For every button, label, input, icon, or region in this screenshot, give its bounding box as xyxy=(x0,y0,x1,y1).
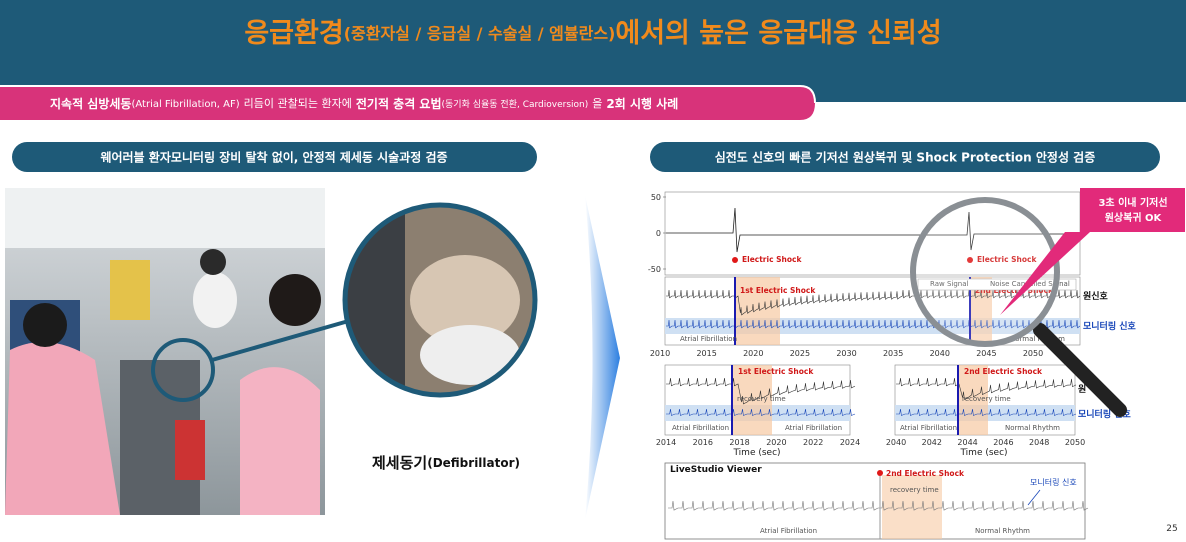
shock-marker xyxy=(877,470,883,476)
slide: 응급환경(중환자실 / 응급실 / 수술실 / 엠뷸란스)에서의 높은 응급대응… xyxy=(0,0,1186,542)
banner-part: (Atrial Fibrillation, AF) xyxy=(131,99,239,110)
zoom-title: 2nd Electric Shock xyxy=(964,367,1043,376)
trace-label: 모니터링 신호 xyxy=(1083,320,1137,332)
title-paren: (중환자실 / 응급실 / 수술실 / 엠뷸란스) xyxy=(344,24,616,43)
zoom-title: 1st Electric Shock xyxy=(738,367,814,376)
x-tick-label: 2020 xyxy=(766,438,786,447)
x-tick-label: 2024 xyxy=(840,438,860,447)
viewer-title: LiveStudio Viewer xyxy=(670,465,762,475)
trace-label: 원신호 xyxy=(1083,290,1109,302)
rhythm-label: Atrial Fibrillation xyxy=(680,335,737,343)
x-tick-label: 2015 xyxy=(696,349,716,358)
flow-arrow xyxy=(585,195,620,520)
device-label-paren: (Defibrillator) xyxy=(427,456,520,470)
right-heading: 심전도 신호의 빠른 기저선 원상복귀 및 Shock Protection 안… xyxy=(715,150,1096,165)
x-tick-label: 2045 xyxy=(976,349,996,358)
x-tick-label: 2030 xyxy=(836,349,856,358)
recovery-label: recovery time xyxy=(737,395,786,403)
y-tick-label: 50 xyxy=(651,193,661,202)
x-tick-label: 2044 xyxy=(957,438,977,447)
banner-part: 을 xyxy=(592,97,602,110)
x-tick-label: 2020 xyxy=(743,349,763,358)
shock-label: Electric Shock xyxy=(742,255,802,264)
title-main: 응급환경 xyxy=(244,18,343,49)
x-tick-label: 2018 xyxy=(729,438,749,447)
x-tick-label: 2046 xyxy=(993,438,1013,447)
rhythm-label: Atrial Fibrillation xyxy=(760,527,817,535)
x-tick-label: 2050 xyxy=(1023,349,1043,358)
recovery-label: recovery time xyxy=(962,395,1011,403)
page-number: 25 xyxy=(1166,524,1177,534)
banner-part: 지속적 심방세동 xyxy=(50,96,131,111)
callout-line: 원상복귀 OK xyxy=(1105,211,1163,224)
device-label: 제세동기(Defibrillator) xyxy=(372,454,520,472)
x-tick-label: 2010 xyxy=(650,349,670,358)
x-tick-label: 2022 xyxy=(803,438,823,447)
rhythm-label: Atrial Fibrillation xyxy=(900,424,957,432)
rhythm-label: Atrial Fibrillation xyxy=(785,424,842,432)
x-tick-label: 2040 xyxy=(886,438,906,447)
y-tick-label: -50 xyxy=(648,265,661,274)
title-rest: 에서의 높은 응급대응 신뢰성 xyxy=(615,18,941,49)
x-tick-label: 2025 xyxy=(790,349,810,358)
page: { "header": {"title": {"main": "응급환경", "… xyxy=(0,0,1186,542)
x-tick-label: 2050 xyxy=(1065,438,1085,447)
viewer-event: 2nd Electric Shock xyxy=(886,469,965,478)
x-tick-label: 2048 xyxy=(1029,438,1049,447)
rhythm-label: Normal Rhythm xyxy=(975,527,1030,535)
x-tick-label: 2014 xyxy=(656,438,676,447)
banner-part: 전기적 충격 요법 xyxy=(356,96,442,111)
shock-marker xyxy=(732,257,738,263)
x-tick-label: 2035 xyxy=(883,349,903,358)
rhythm-label: Atrial Fibrillation xyxy=(672,424,729,432)
x-tick-label: 2016 xyxy=(693,438,713,447)
banner-part: 2회 시행 사례 xyxy=(606,96,678,111)
rhythm-label: Normal Rhythm xyxy=(1005,424,1060,432)
banner-part: (동기화 심율동 전환, Cardioversion) xyxy=(442,98,589,110)
recovery-label: recovery time xyxy=(890,486,939,494)
x-tick-label: 2042 xyxy=(922,438,942,447)
x-tick-label: 2040 xyxy=(930,349,950,358)
x-axis-title: Time (sec) xyxy=(959,448,1007,458)
left-heading: 웨어러블 환자모니터링 장비 탈착 없이, 안정적 제세동 시술과정 검증 xyxy=(100,150,447,165)
banner-part: 리듬이 관찰되는 환자에 xyxy=(244,97,352,110)
x-axis-title: Time (sec) xyxy=(732,448,780,458)
device-label-main: 제세동기 xyxy=(372,454,427,472)
event-label: 1st Electric Shock xyxy=(740,286,816,295)
callout-line: 3초 이내 기저선 xyxy=(1098,196,1167,209)
trace-label: 모니터링 신호 xyxy=(1030,477,1077,487)
y-tick-label: 0 xyxy=(656,229,661,238)
photo xyxy=(5,188,325,515)
